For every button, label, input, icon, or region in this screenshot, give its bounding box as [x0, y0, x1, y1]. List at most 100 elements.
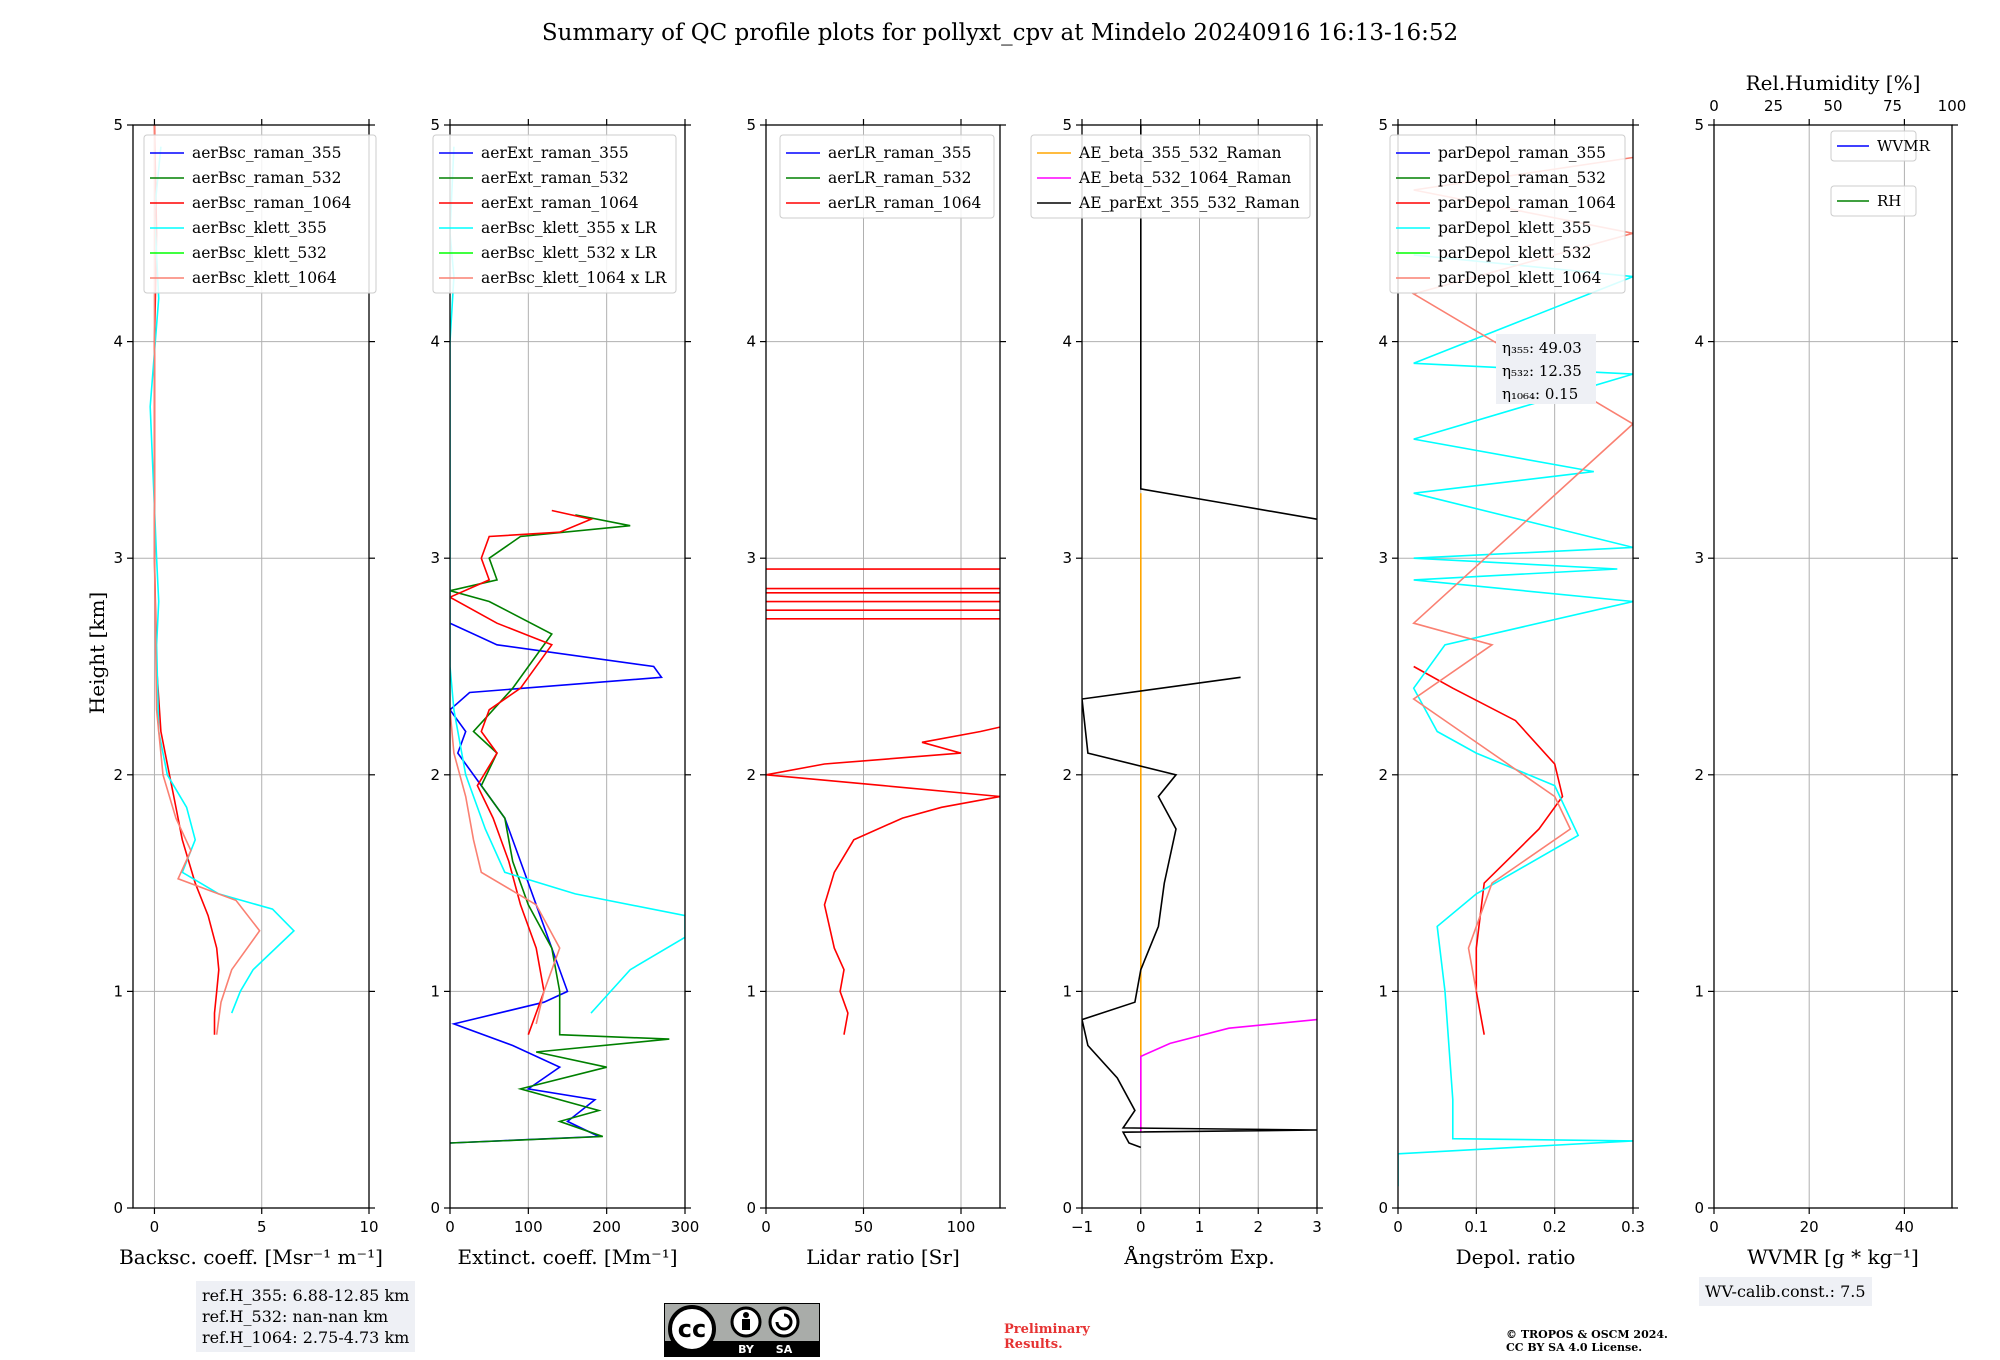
legend-entry: aerExt_raman_532 [481, 169, 629, 187]
x-tick-label: 50 [854, 1218, 873, 1236]
top-tick-label: 100 [1938, 97, 1967, 115]
plot-frame [1397, 124, 1634, 1209]
eta-annotation-line: η₃₅₅: 49.03 [1502, 339, 1582, 357]
cc-sa-label: SA [776, 1343, 793, 1356]
y-tick-label: 4 [1062, 333, 1072, 351]
y-tick-label: 3 [1062, 549, 1072, 567]
y-tick-label: 3 [746, 549, 756, 567]
series-line-aerBsc_klett_1064 [153, 125, 261, 1035]
y-tick-label: 1 [1694, 982, 1704, 1000]
cc-by-label: BY [738, 1343, 755, 1356]
eta-annotation-line: η₅₃₂: 12.35 [1502, 362, 1582, 380]
legend-entry: parDepol_klett_532 [1438, 244, 1591, 262]
legend-entry: aerExt_raman_355 [481, 144, 629, 162]
y-tick-label: 3 [430, 549, 440, 567]
y-tick-label: 0 [746, 1199, 756, 1217]
series-line-AE_beta_532_1064_Raman [1140, 1018, 1317, 1133]
y-tick-label: 0 [1694, 1199, 1704, 1217]
y-tick-label: 3 [1378, 549, 1388, 567]
x-axis-label: Backsc. coeff. [Msr⁻¹ m⁻¹] [119, 1245, 383, 1269]
y-tick-label: 2 [1062, 766, 1072, 784]
top-tick-label: 0 [1709, 97, 1719, 115]
y-tick-label: 5 [113, 116, 123, 134]
y-tick-label: 0 [113, 1199, 123, 1217]
legend-box [1830, 185, 1917, 217]
legend-entry: AE_beta_532_1064_Raman [1078, 169, 1291, 187]
legend-box [1030, 134, 1311, 219]
y-tick-label: 5 [1062, 116, 1072, 134]
y-tick-label: 0 [1378, 1199, 1388, 1217]
x-tick-label: 0 [761, 1218, 771, 1236]
y-tick-label: 2 [113, 766, 123, 784]
legend-entry: aerBsc_klett_532 x LR [481, 244, 658, 262]
legend-box [432, 134, 677, 294]
eta-annotation-line: η₁₀₆₄: 0.15 [1502, 385, 1578, 403]
data-layer [450, 146, 685, 1144]
legend-entry: aerLR_raman_532 [828, 169, 971, 187]
series-line-aerExt_raman_1064 [450, 509, 594, 1035]
legend-entry: aerBsc_klett_1064 [192, 269, 337, 287]
data-layer [766, 568, 1000, 1035]
y-tick-label: 4 [746, 333, 756, 351]
height-axis-label: Height [km] [85, 592, 109, 714]
plot-frame [449, 124, 686, 1209]
x-tick-label: 0 [150, 1218, 160, 1236]
y-tick-label: 3 [113, 549, 123, 567]
legend-entry: parDepol_klett_1064 [1438, 269, 1601, 287]
y-tick-label: 4 [1378, 333, 1388, 351]
x-tick-label: 200 [592, 1218, 621, 1236]
y-tick-label: 2 [430, 766, 440, 784]
x-axis-label: WVMR [g * kg⁻¹] [1747, 1245, 1919, 1269]
y-tick-label: 5 [1378, 116, 1388, 134]
legend-entry: aerExt_raman_1064 [481, 194, 639, 212]
legend-entry: parDepol_raman_1064 [1438, 194, 1616, 212]
series-line-aerExt_raman_532 [450, 514, 670, 1144]
legend-entry: aerBsc_klett_532 [192, 244, 327, 262]
x-tick-label: 100 [947, 1218, 976, 1236]
preliminary-results-note: Preliminary Results. [1004, 1322, 1090, 1352]
legend-entry: aerBsc_klett_355 [192, 219, 327, 237]
refh-355: ref.H_355: 6.88-12.85 km [202, 1286, 410, 1305]
y-tick-label: 3 [1694, 549, 1704, 567]
copyright-line-2: CC BY SA 4.0 License. [1506, 1341, 1643, 1354]
y-tick-label: 5 [1694, 116, 1704, 134]
y-tick-label: 0 [1062, 1199, 1072, 1217]
x-tick-label: 10 [359, 1218, 378, 1236]
series-line-aerExt_raman_355 [450, 622, 663, 1144]
series-line-aerLR_raman_1064 [766, 726, 1000, 1035]
legend-entry: WVMR [1877, 137, 1931, 155]
legend-box [1389, 134, 1626, 294]
y-tick-label: 2 [1378, 766, 1388, 784]
refh-1064: ref.H_1064: 2.75-4.73 km [202, 1328, 410, 1347]
data-layer [1398, 156, 1633, 1187]
y-tick-label: 0 [430, 1199, 440, 1217]
series-line-AE_parExt_355_532_Raman [1082, 676, 1317, 1149]
y-tick-label: 1 [746, 982, 756, 1000]
y-tick-label: 1 [430, 982, 440, 1000]
top-tick-label: 25 [1764, 97, 1783, 115]
legend-entry: parDepol_raman_532 [1438, 169, 1606, 187]
series-line-parDepol_klett_355 [1398, 254, 1633, 1187]
x-tick-label: 0.3 [1621, 1218, 1645, 1236]
panel-lr: 0 50 100 0 1 2 3 4 5 Lidar ratio [Sr] aerLR_raman_… [746, 116, 1006, 1269]
x-tick-label: 100 [514, 1218, 543, 1236]
y-tick-label: 4 [113, 333, 123, 351]
x-tick-label: 2 [1253, 1218, 1263, 1236]
copyright-note: © TROPOS & OSCM 2024. CC BY SA 4.0 Licen… [1506, 1328, 1668, 1354]
series-line-AE_parExt_upper [1140, 125, 1317, 520]
series-line-aerBsc_klett_1064 x LR [450, 709, 561, 1025]
x-tick-label: 1 [1195, 1218, 1205, 1236]
panel-bsc: 0 5 10 0 1 2 3 4 5 Backsc. coeff. [Msr⁻¹ m⁻¹] aerB… [113, 116, 382, 1269]
x-tick-label: 0 [445, 1218, 455, 1236]
plot-frame [132, 124, 370, 1209]
sa-icon [768, 1306, 800, 1338]
x-tick-label: 300 [671, 1218, 700, 1236]
panel-ext: 0 100 200 300 0 1 2 3 4 5 Extinct. coeff. [Mm⁻¹] ae… [430, 116, 699, 1269]
y-tick-label: 5 [430, 116, 440, 134]
legend-entry: RH [1877, 192, 1901, 210]
x-axis-label: Lidar ratio [Sr] [806, 1245, 960, 1269]
series-line-parDepol_raman_1064 [1413, 665, 1564, 1035]
copyright-line-1: © TROPOS & OSCM 2024. [1506, 1328, 1668, 1341]
data-layer [1082, 125, 1317, 1149]
